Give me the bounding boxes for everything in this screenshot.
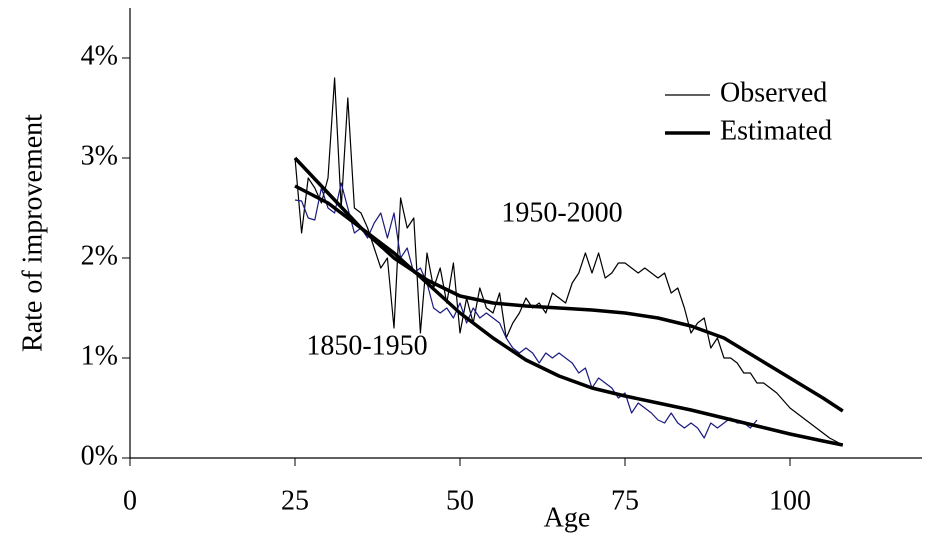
x-axis-label: Age — [544, 502, 591, 533]
x-tick-label: 50 — [446, 485, 474, 516]
series-line — [294, 184, 844, 447]
y-tick-label: 4% — [81, 40, 118, 71]
x-tick-label: 100 — [769, 485, 811, 516]
x-tick-label: 25 — [281, 485, 309, 516]
series-line — [293, 156, 844, 413]
series-line — [294, 77, 844, 446]
y-axis-label: Rate of improvement — [17, 114, 48, 352]
y-tick-label: 0% — [81, 440, 118, 471]
x-tick-label: 0 — [123, 485, 137, 516]
annotation: 1950-2000 — [501, 197, 622, 228]
series-line — [294, 182, 758, 439]
y-tick-label: 3% — [81, 140, 118, 171]
y-tick-label: 2% — [81, 240, 118, 271]
annotation: 1850-1950 — [306, 330, 427, 361]
y-tick-label: 1% — [81, 340, 118, 371]
legend-label: Observed — [720, 77, 827, 108]
x-tick-label: 75 — [611, 485, 639, 516]
legend-label: Estimated — [720, 115, 832, 146]
